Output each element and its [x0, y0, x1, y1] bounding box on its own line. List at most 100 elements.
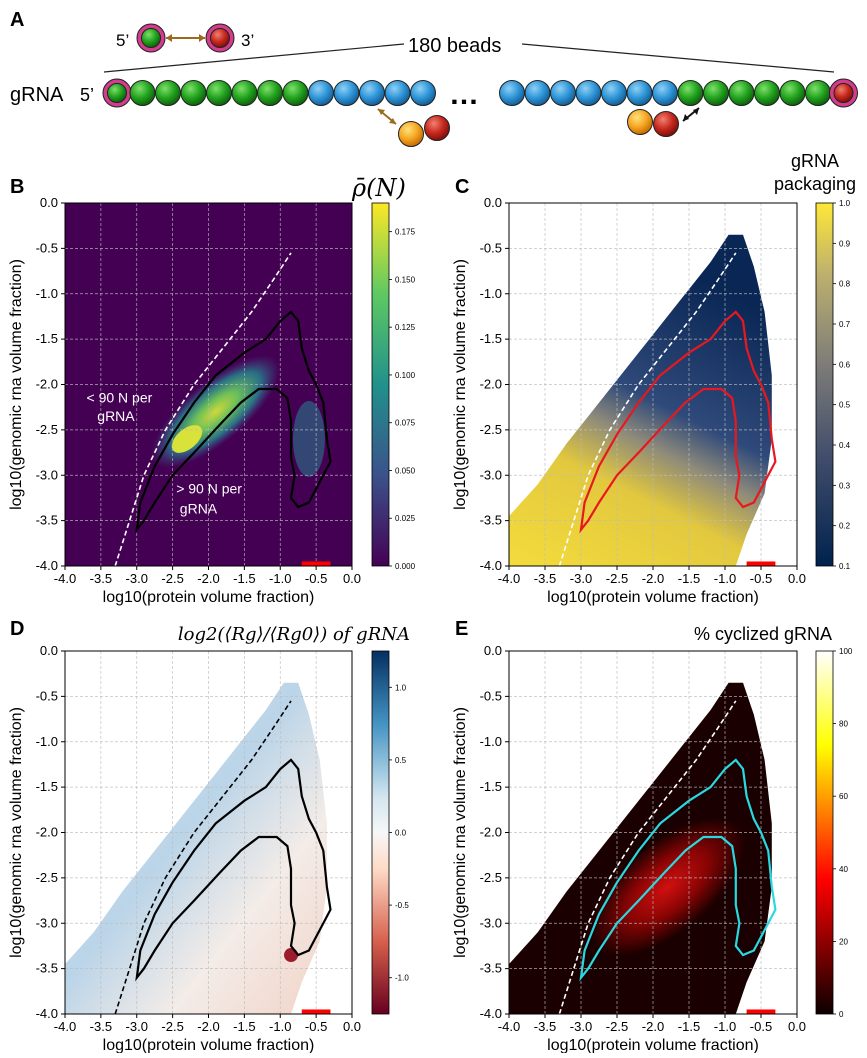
- panel-title-c-line1: gRNA: [791, 151, 839, 171]
- y-tick-label-e-2: -1.0: [480, 734, 502, 749]
- x-tick-label-e-8: 0.0: [788, 1019, 806, 1034]
- protein-bead-yellow-left: [398, 121, 424, 147]
- cyclization-hotspot: [589, 816, 746, 958]
- y-tick-label-e-4: -2.0: [480, 825, 502, 840]
- colorbar-tick-label-c-7: 0.3: [839, 481, 851, 490]
- bead-count-guide-right: [521, 43, 835, 73]
- x-tick-label-b-2: -3.0: [126, 571, 148, 586]
- chain-bead-left-0: [107, 83, 127, 103]
- chain-bead-right-11: [779, 80, 806, 106]
- y-tick-label-c-7: -3.5: [480, 513, 502, 528]
- panel-title-e: % cyclized gRNA: [694, 624, 832, 644]
- binding-arrow-right-heads: [683, 108, 699, 121]
- y-tick-label-c-0: 0.0: [484, 195, 502, 210]
- bead-count-guide-left: [103, 43, 405, 73]
- plots-layer: -4.0 -3.5 -3.0 -2.5 -2.0 -1.5 -1.0 -0.5 0.0 0.0 -0…: [8, 151, 856, 1054]
- y-tick-label-e-6: -3.0: [480, 915, 502, 930]
- y-tick-label-b-5: -2.5: [36, 422, 58, 437]
- chain-bead-left-12: [410, 80, 436, 106]
- y-tick-label-c-5: -2.5: [480, 422, 502, 437]
- y-axis-label-d: log10(genomic rna volume fraction): [8, 707, 25, 958]
- colorbar-tick-label-c-6: 0.4: [839, 441, 851, 450]
- chain-bead-right-4: [601, 80, 627, 106]
- chain-bead-right-13: [833, 83, 854, 103]
- colorbar-tick-label-d-1: 0.5: [395, 756, 407, 765]
- red-marker-c: [746, 561, 776, 567]
- panel-title-d: log2(⟨Rg⟩/⟨Rg0⟩) of gRNA: [178, 624, 410, 645]
- heatmap-panel-b: -4.0 -3.5 -3.0 -2.5 -2.0 -1.5 -1.0 -0.5 0.0 0.0 -0…: [8, 174, 416, 606]
- chain-bead-left-11: [384, 80, 411, 106]
- heatmap-panel-e: -4.0 -3.5 -3.0 -2.5 -2.0 -1.5 -1.0 -0.5 0.0 0.0 -0…: [452, 624, 853, 1054]
- phase-contour-e: [579, 758, 777, 982]
- y-tick-label-c-3: -1.5: [480, 331, 502, 346]
- colorbar-tick-label-e-5: 0: [839, 1010, 844, 1019]
- colorbar-tick-label-c-4: 0.6: [839, 360, 851, 369]
- colorbar-tick-label-e-2: 60: [839, 792, 848, 801]
- x-tick-label-b-3: -2.5: [161, 571, 183, 586]
- colorbar-tick-label-e-0: 100: [839, 647, 853, 656]
- colorbar-tick-label-c-9: 0.1: [839, 562, 851, 571]
- y-axis-label-e: log10(genomic rna volume fraction): [452, 707, 469, 958]
- colorbar-tick-label-c-3: 0.7: [839, 320, 851, 329]
- x-tick-label-c-1: -3.5: [534, 571, 556, 586]
- y-tick-label-b-1: -0.5: [36, 240, 58, 255]
- y-tick-label-c-2: -1.0: [480, 286, 502, 301]
- colorbar-e: [815, 650, 834, 1015]
- x-tick-label-c-5: -1.5: [678, 571, 700, 586]
- y-tick-label-e-7: -3.5: [480, 961, 502, 976]
- x-tick-label-d-2: -3.0: [126, 1019, 148, 1034]
- colorbar-tick-label-d-2: 0.0: [395, 829, 407, 838]
- x-tick-label-e-5: -1.5: [678, 1019, 700, 1034]
- colorbar-tick-label-e-3: 40: [839, 865, 848, 874]
- colorbar-tick-label-b-1: 0.025: [395, 514, 416, 523]
- panel-letter-a: A: [10, 9, 24, 31]
- chain-bead-right-0: [499, 80, 525, 106]
- colorbar-b: [371, 202, 390, 567]
- colorbar-tick-label-d-4: -1.0: [395, 974, 409, 983]
- heatmap-panel-c: -4.0 -3.5 -3.0 -2.5 -2.0 -1.5 -1.0 -0.5 0.0 0.0 -0…: [452, 151, 856, 606]
- colorbar-tick-label-c-5: 0.5: [839, 401, 851, 410]
- chain-bead-right-3: [575, 80, 602, 106]
- x-tick-label-c-4: -2.0: [642, 571, 664, 586]
- x-tick-label-b-7: -0.5: [305, 571, 327, 586]
- chain-bead-left-3: [180, 80, 207, 106]
- annotation-b-3: gRNA: [180, 500, 218, 516]
- chain-bead-left-9: [333, 80, 360, 106]
- panel-title-c-line2: packaging: [774, 174, 856, 194]
- x-tick-label-b-5: -1.5: [233, 571, 255, 586]
- strand-label: gRNA: [10, 84, 64, 106]
- x-tick-label-c-2: -3.0: [570, 571, 592, 586]
- x-tick-label-d-1: -3.5: [90, 1019, 112, 1034]
- colorbar-tick-label-b-0: 0.000: [395, 562, 416, 571]
- x-tick-label-c-7: -0.5: [750, 571, 772, 586]
- x-tick-label-d-3: -2.5: [161, 1019, 183, 1034]
- x-tick-label-c-3: -2.5: [606, 571, 628, 586]
- x-tick-label-c-6: -1.0: [714, 571, 736, 586]
- red-marker-e: [746, 1009, 776, 1015]
- annotation-b-1: gRNA: [97, 408, 135, 424]
- x-tick-label-e-3: -2.5: [606, 1019, 628, 1034]
- colorbar-tick-label-c-8: 0.2: [839, 522, 851, 531]
- rg-low-spot: [284, 948, 299, 963]
- phase-contour-c: [579, 310, 777, 534]
- x-tick-label-b-0: -4.0: [54, 571, 76, 586]
- chain-bead-left-8: [308, 80, 334, 106]
- x-tick-label-c-0: -4.0: [498, 571, 520, 586]
- colorbar-tick-label-b-3: 0.075: [395, 419, 416, 428]
- chain-ellipsis: …: [449, 78, 479, 111]
- colorbar-tick-label-c-1: 0.9: [839, 239, 851, 248]
- x-tick-label-b-6: -1.0: [269, 571, 291, 586]
- y-tick-label-b-2: -1.0: [36, 286, 58, 301]
- chain-bead-left-10: [359, 80, 385, 106]
- heatmap-panel-d: -4.0 -3.5 -3.0 -2.5 -2.0 -1.5 -1.0 -0.5 0.0 0.0 -0…: [8, 624, 410, 1054]
- bead-count-label: 180 beads: [408, 35, 501, 57]
- y-tick-label-d-8: -4.0: [36, 1006, 58, 1021]
- y-tick-label-b-7: -3.5: [36, 513, 58, 528]
- chain-bead-left-4: [206, 80, 232, 106]
- x-tick-label-e-7: -0.5: [750, 1019, 772, 1034]
- chain-bead-right-1: [524, 80, 551, 106]
- annotation-b-0: < 90 N per: [87, 390, 153, 406]
- protein-bead-yellow-right: [627, 109, 653, 135]
- chain-bead-left-1: [129, 80, 156, 106]
- x-axis-label-d: log10(protein volume fraction): [103, 1037, 315, 1053]
